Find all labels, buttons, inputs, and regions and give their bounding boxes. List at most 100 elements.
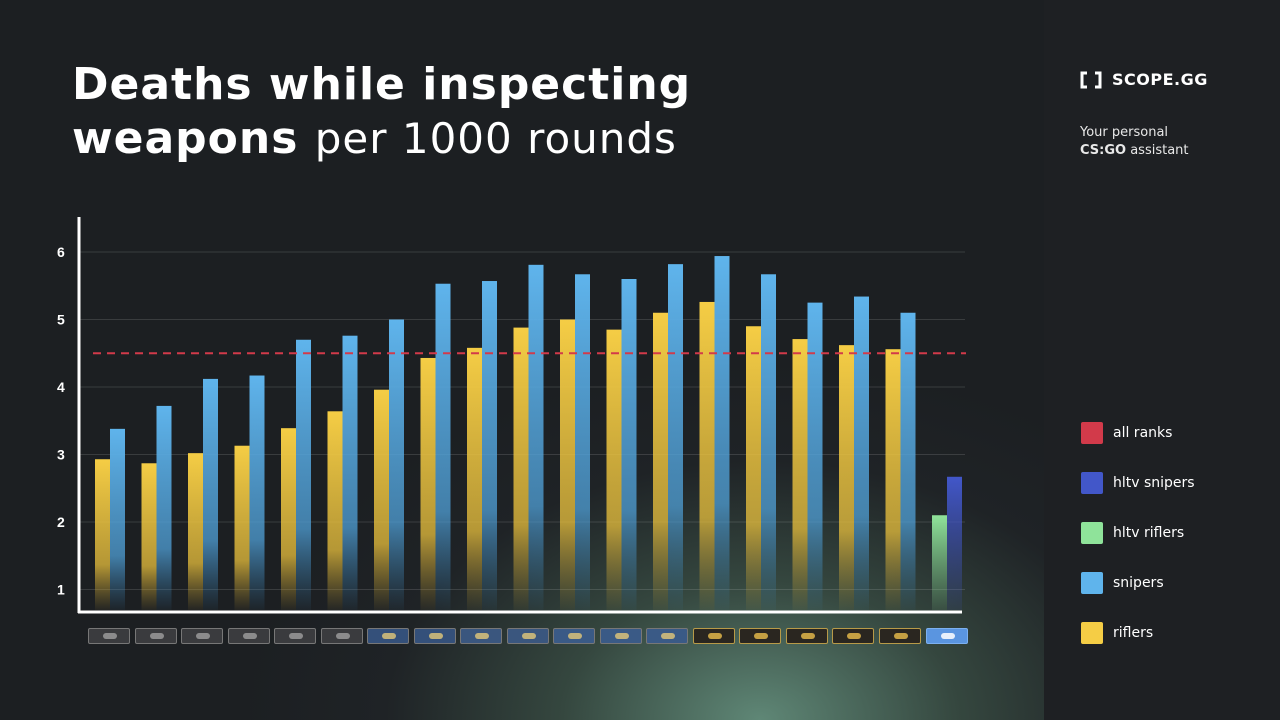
legend-swatch (1081, 472, 1103, 494)
rank-emblem (568, 633, 582, 639)
legend-label: hltv riflers (1113, 525, 1185, 541)
gold-nova-2-icon (413, 628, 456, 644)
bar-snipers (854, 296, 869, 610)
rank-emblem (941, 633, 955, 639)
rank-emblem (800, 633, 815, 639)
bar-snipers (761, 274, 776, 610)
bar-riflers (327, 411, 343, 610)
bar-riflers (420, 357, 436, 610)
legend-label: riflers (1113, 625, 1154, 641)
master-guardian-elite-icon (646, 628, 688, 644)
silver-elite-icon (274, 628, 316, 644)
silver-elite-master-icon (320, 628, 363, 644)
y-tick-label: 4 (57, 379, 65, 395)
y-tick-label: 6 (57, 244, 65, 260)
bar-snipers (575, 274, 590, 610)
bar-riflers (95, 459, 110, 610)
bar-riflers (746, 326, 761, 610)
bar-snipers (389, 319, 404, 610)
tagline-strong: CS:GO (1080, 143, 1127, 158)
rank-emblem (847, 633, 861, 639)
silver-4-icon (227, 628, 270, 644)
bar-riflers (560, 319, 575, 610)
rank-emblem (103, 633, 117, 639)
rank-emblem (707, 633, 722, 639)
rank-emblem (521, 633, 536, 639)
legend-item-hltv-snipers: hltv snipers (1081, 472, 1195, 494)
legend-label: hltv snipers (1113, 475, 1195, 491)
rank-emblem (242, 633, 257, 639)
bar-snipers (342, 335, 358, 610)
bar-snipers (482, 281, 497, 610)
bar-snipers (900, 312, 916, 610)
bar-hltv-snipers (947, 476, 962, 610)
legend-item-riflers: riflers (1081, 622, 1195, 644)
bar-chart: 1 2 3 4 5 6 (57, 244, 966, 610)
chart-legend: all ranks hltv snipers hltv riflers snip… (1081, 422, 1195, 672)
legend-swatch (1081, 422, 1103, 444)
bars (95, 256, 962, 610)
legend-item-hltv-riflers: hltv riflers (1081, 522, 1195, 544)
bar-riflers (513, 327, 529, 610)
master-guardian-2-icon (599, 628, 642, 644)
y-axis-labels: 1 2 3 4 5 6 (57, 244, 65, 598)
rank-emblem (893, 633, 908, 639)
hltv-pro-icon (926, 628, 968, 644)
bar-riflers (234, 445, 250, 610)
bar-snipers (435, 283, 451, 610)
legend-item-all-ranks: all ranks (1081, 422, 1195, 444)
legendary-eagle-icon (739, 628, 781, 644)
supreme-master-first-class-icon (832, 628, 874, 644)
master-guardian-1-icon (553, 628, 595, 644)
rank-emblem (614, 633, 629, 639)
legend-label: all ranks (1113, 425, 1173, 441)
bar-snipers (807, 302, 823, 610)
bar-riflers (653, 312, 668, 610)
distinguished-master-guardian-icon (692, 628, 735, 644)
title-line2-light: per 1000 rounds (314, 114, 677, 163)
rank-emblem (428, 633, 443, 639)
bar-riflers (885, 349, 901, 610)
bar-riflers (188, 453, 203, 610)
legendary-eagle-master-icon (785, 628, 828, 644)
legend-swatch (1081, 622, 1103, 644)
rank-emblem (661, 633, 675, 639)
bar-riflers (699, 301, 715, 610)
bar-riflers (792, 339, 808, 610)
rank-emblem (196, 633, 210, 639)
rank-emblem (289, 633, 303, 639)
bar-snipers (668, 264, 683, 610)
gold-nova-3-icon (460, 628, 502, 644)
title-line2: weapons per 1000 rounds (72, 112, 691, 166)
logo-text: SCOPE.GG (1112, 70, 1208, 89)
bar-snipers (156, 405, 172, 610)
bar-riflers (839, 345, 854, 610)
title-line1: Deaths while inspecting (72, 59, 692, 110)
legend-swatch (1081, 572, 1103, 594)
bar-riflers (467, 347, 482, 610)
rank-emblem (475, 633, 489, 639)
y-tick-label: 1 (57, 582, 65, 598)
brand-logo[interactable]: SCOPE.GG (1080, 70, 1208, 89)
gold-nova-master-icon (506, 628, 549, 644)
tagline-line1: Your personal (1080, 125, 1169, 140)
rank-emblem (335, 633, 350, 639)
bar-riflers (606, 329, 622, 610)
bar-snipers (249, 375, 265, 610)
global-elite-icon (878, 628, 921, 644)
bar-snipers (528, 264, 544, 610)
side-panel (1044, 0, 1280, 720)
chart-title: Deaths while inspecting weapons per 1000… (72, 58, 691, 166)
gold-nova-1-icon (367, 628, 409, 644)
bar-riflers (141, 463, 157, 610)
legend-swatch (1081, 522, 1103, 544)
rank-emblem (382, 633, 396, 639)
bar-snipers (714, 256, 730, 610)
legend-label: snipers (1113, 575, 1164, 591)
silver-2-icon (134, 628, 177, 644)
bar-hltv-riflers (932, 515, 947, 610)
scope-logo-icon (1080, 71, 1102, 89)
y-tick-label: 2 (57, 514, 65, 530)
bar-snipers (203, 378, 218, 610)
y-tick-label: 3 (57, 447, 65, 463)
